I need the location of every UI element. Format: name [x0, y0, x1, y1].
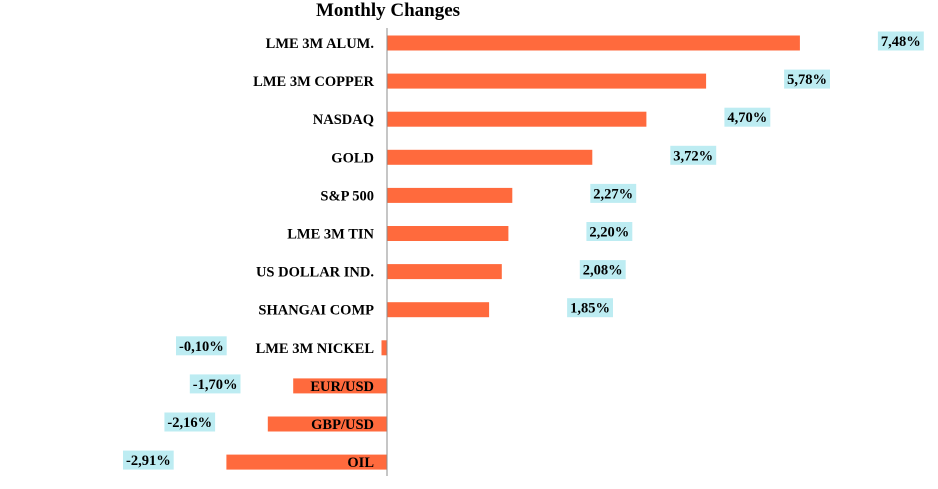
bar [387, 149, 593, 165]
data-label: 3,72% [670, 145, 717, 165]
bar [387, 187, 513, 203]
data-label: -0,10% [176, 336, 227, 356]
category-label: NASDAQ [313, 112, 374, 128]
bar [267, 416, 387, 432]
category-label: US DOLLAR IND. [256, 265, 374, 281]
category-label: LME 3M TIN [287, 227, 374, 243]
bar [387, 264, 502, 280]
category-label: LME 3M COPPER [253, 74, 374, 90]
category-label: GBP/USD [311, 417, 374, 433]
data-label: 2,20% [586, 222, 633, 241]
category-label: LME 3M NICKEL [256, 341, 375, 357]
category-label: EUR/USD [310, 379, 374, 395]
data-label-text: 2,20% [589, 225, 629, 241]
labels-layer: LME 3M ALUM. 7,48% LME 3M COPPER 5,78% NASDA… [123, 31, 924, 471]
data-label-box [877, 31, 924, 51]
bar [387, 226, 509, 241]
data-label-text: -1,70% [193, 377, 238, 393]
bar [226, 454, 387, 470]
data-label-text: 3,72% [673, 148, 713, 164]
data-label-text: -2,16% [167, 415, 212, 431]
data-label-box [724, 107, 771, 127]
data-label-box [579, 260, 626, 280]
data-label-text: 4,70% [727, 110, 767, 126]
data-label-box [590, 183, 637, 203]
data-label: 1,85% [567, 298, 613, 318]
category-label: OIL [347, 455, 374, 471]
chart-title: Monthly Changes [316, 0, 460, 21]
bar [381, 340, 387, 356]
data-label-box [164, 412, 216, 432]
data-label-text: 2,08% [583, 263, 623, 279]
data-label-text: -0,10% [179, 339, 224, 355]
data-label-text: 2,27% [593, 186, 633, 202]
category-label: GOLD [331, 150, 374, 166]
data-label: -1,70% [189, 374, 241, 394]
category-label: LME 3M ALUM. [266, 36, 374, 52]
data-label-box [670, 145, 717, 165]
data-label-box [586, 222, 633, 241]
category-label: SHANGAI COMP [258, 303, 374, 319]
data-label: 4,70% [724, 107, 771, 127]
data-label: 5,78% [784, 69, 830, 89]
data-label: -2,91% [123, 450, 174, 470]
data-label-text: -2,91% [126, 453, 171, 469]
data-label: 7,48% [877, 31, 924, 51]
data-label-text: 5,78% [787, 72, 827, 88]
data-label: 2,08% [579, 260, 626, 280]
data-label-text: 7,48% [881, 34, 921, 50]
bar [387, 73, 707, 89]
bar [387, 35, 800, 51]
data-label-box [784, 69, 830, 89]
data-label-box [567, 298, 613, 318]
data-label-text: 1,85% [570, 301, 610, 317]
bar [387, 302, 490, 318]
data-label: -2,16% [164, 412, 216, 432]
bar [293, 378, 387, 394]
data-label-box [123, 450, 174, 470]
data-label-box [189, 374, 241, 394]
category-label: S&P 500 [320, 188, 374, 204]
data-label: 2,27% [590, 183, 637, 203]
data-label-box [176, 336, 227, 356]
bar [387, 111, 647, 127]
bars-layer [226, 35, 800, 470]
